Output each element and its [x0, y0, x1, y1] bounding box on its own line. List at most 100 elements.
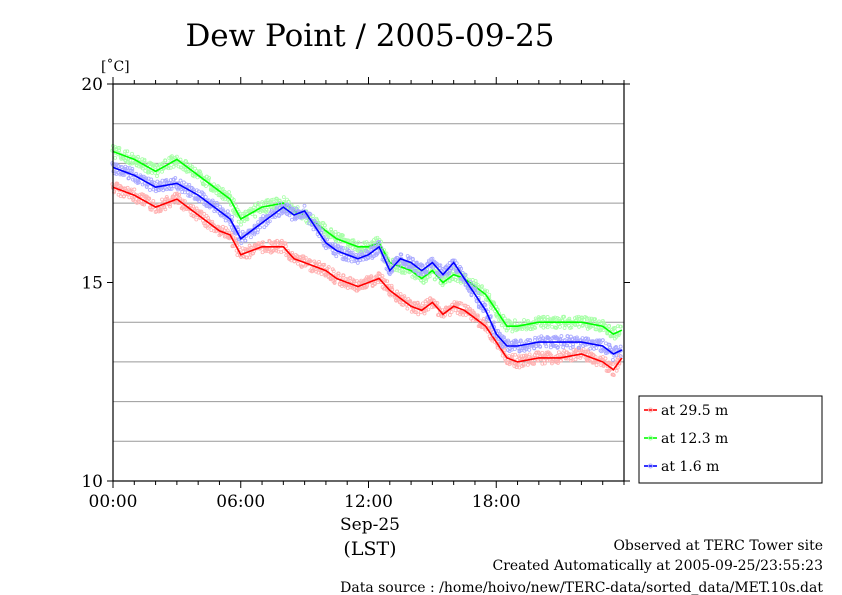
series-point	[559, 358, 563, 363]
series-point	[577, 324, 581, 329]
series-point	[565, 343, 570, 348]
series-point	[187, 182, 192, 187]
series-point	[165, 180, 169, 185]
series-point	[588, 346, 593, 351]
series-point	[121, 173, 125, 177]
series-point	[256, 242, 261, 246]
x-timezone-label: (LST)	[343, 538, 396, 560]
series-point	[326, 265, 331, 269]
legend-label: at 1.6 m	[661, 459, 719, 475]
series-point	[136, 199, 141, 204]
series-point	[140, 201, 144, 206]
series-point	[513, 318, 517, 323]
series-point	[475, 314, 480, 319]
series-point	[146, 196, 151, 201]
series-point	[303, 255, 308, 260]
series-point	[528, 338, 532, 343]
series-point	[525, 338, 530, 342]
series-point	[607, 323, 612, 328]
series-point	[331, 269, 336, 274]
series-point	[425, 267, 430, 271]
series-point	[113, 155, 118, 160]
series-point	[196, 197, 201, 201]
series-point	[586, 336, 590, 341]
series-point	[164, 195, 169, 199]
series-point	[241, 211, 246, 216]
series-point	[424, 279, 428, 283]
series-point	[210, 219, 215, 224]
series-point	[433, 300, 438, 305]
series-point	[312, 259, 317, 264]
series-point	[598, 340, 603, 345]
series-point	[288, 210, 293, 215]
series-point	[341, 273, 346, 278]
series-point	[447, 313, 452, 317]
series-point	[227, 190, 231, 195]
series-point	[142, 202, 147, 207]
series-point	[352, 240, 357, 245]
series-point	[298, 263, 303, 268]
series-point	[395, 289, 399, 294]
series-point	[611, 357, 615, 362]
series-point	[375, 251, 380, 256]
series-point	[443, 265, 448, 270]
series-point	[618, 344, 623, 349]
legend-label: at 29.5 m	[661, 403, 728, 419]
series-point	[594, 363, 599, 368]
series-point	[278, 201, 283, 206]
series-point	[375, 235, 380, 240]
series-point	[153, 165, 157, 170]
series-point	[235, 225, 240, 230]
series-point	[199, 172, 203, 177]
series-point	[142, 158, 147, 163]
series-point	[120, 165, 125, 170]
series-point	[539, 322, 544, 327]
series-point	[311, 214, 316, 219]
series-point	[412, 310, 417, 314]
series-point	[170, 154, 174, 159]
series-point	[123, 166, 128, 171]
series-point	[330, 242, 335, 246]
series-point	[585, 326, 590, 331]
series-point	[314, 269, 319, 274]
series-point	[370, 284, 375, 288]
series-point	[510, 329, 515, 334]
series-point	[130, 161, 135, 166]
series-point	[365, 283, 370, 288]
series-point	[524, 319, 529, 324]
series-point	[389, 285, 394, 290]
series-2	[110, 144, 623, 341]
series-point	[613, 361, 618, 366]
series-point	[445, 263, 450, 268]
series-point	[443, 310, 448, 315]
series-point	[554, 336, 559, 341]
x-tick-label: 00:00	[89, 492, 138, 512]
series-point	[144, 161, 149, 166]
series-point	[344, 277, 348, 281]
series-point	[191, 187, 196, 192]
series-point	[160, 169, 164, 174]
series-point	[136, 180, 141, 185]
series-point	[547, 351, 552, 356]
series-point	[174, 162, 179, 167]
series-point	[562, 326, 567, 330]
series-point	[610, 362, 615, 366]
series-point	[165, 196, 170, 201]
series-point	[572, 336, 577, 341]
series-point	[153, 163, 158, 168]
series-point	[122, 194, 126, 199]
y-tick-label: 10	[81, 472, 103, 492]
series-point	[281, 195, 286, 200]
series-point	[127, 176, 131, 180]
series-point	[394, 255, 399, 260]
series-point	[166, 166, 171, 171]
series-point	[515, 363, 520, 367]
x-tick-label: 18:00	[472, 492, 521, 512]
series-point	[143, 168, 148, 173]
series-point	[389, 283, 394, 288]
series-point	[144, 176, 149, 181]
series-point	[431, 298, 436, 303]
series-point	[212, 182, 216, 187]
series-point	[320, 221, 325, 225]
